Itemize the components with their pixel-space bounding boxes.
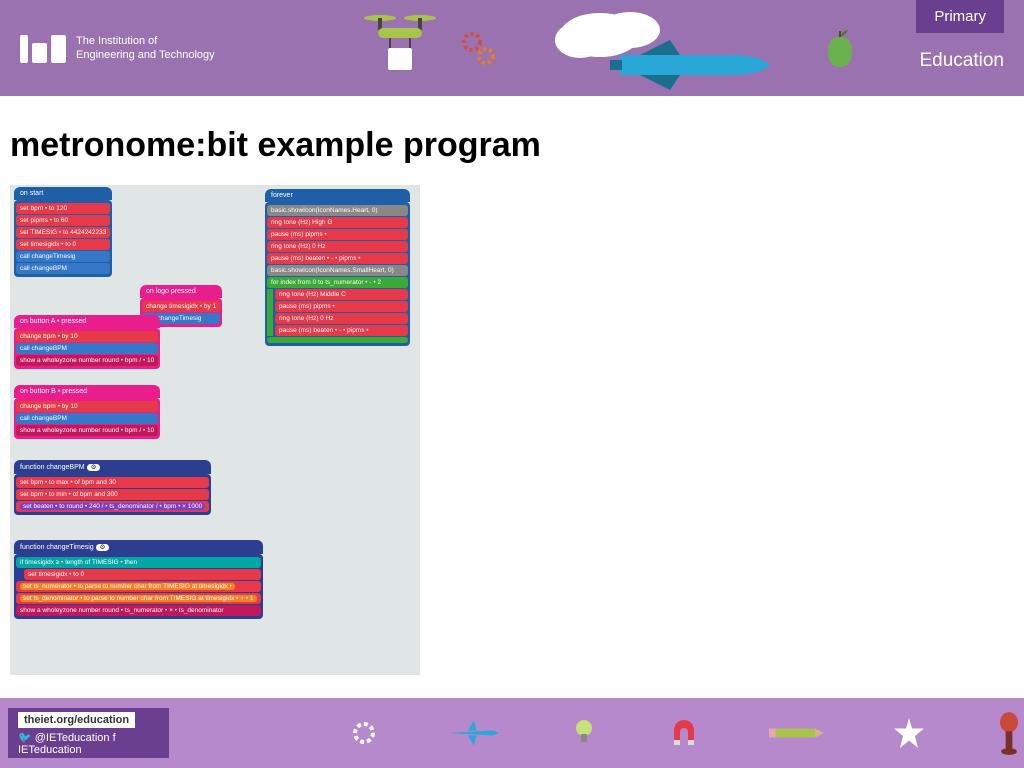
iet-logo: The Institution of Engineering and Techn… bbox=[20, 33, 215, 63]
block-hat: on button A • pressed bbox=[14, 315, 160, 328]
block-row: call changeBPM bbox=[16, 413, 158, 424]
block-row: ring tone (Hz) 0 Hz bbox=[275, 313, 408, 324]
block-row: set timesigidx • to 0 bbox=[24, 569, 261, 580]
block-editor-screenshot: on start set bpm • to 120 set pipms • to… bbox=[10, 185, 420, 675]
block-row: set timesigidx • to 0 bbox=[16, 239, 110, 250]
block-row: show a wholeyzone number round • bpm / •… bbox=[16, 425, 158, 436]
bottom-banner: theiet.org/education 🐦 @IETeducation f I… bbox=[0, 698, 1024, 768]
apple-icon bbox=[820, 25, 860, 70]
block-row: call changeBPM bbox=[16, 263, 110, 274]
block-hat: on start bbox=[14, 187, 112, 200]
block-row: set bpm • to max • of bpm and 30 bbox=[16, 477, 209, 488]
pencil-icon bbox=[769, 718, 824, 748]
main-content: metronome:bit example program on start s… bbox=[0, 96, 1024, 675]
block-row: change bpm • by 10 bbox=[16, 331, 158, 342]
education-label: Education bbox=[919, 50, 1004, 72]
block-row: for index from 0 to ts_numerator • - • 2 bbox=[267, 277, 408, 288]
block-row: set pipms • to 60 bbox=[16, 215, 110, 226]
twitter-icon: 🐦 bbox=[18, 732, 35, 744]
block-row: call changeTimesig bbox=[16, 251, 110, 262]
block-row: set bpm • to min • of bpm and 300 bbox=[16, 489, 209, 500]
lamp-icon bbox=[994, 711, 1024, 756]
block-row: basic.showIcon(IconNames.Heart, 0) bbox=[267, 205, 408, 216]
block-row: call changeBPM bbox=[16, 343, 158, 354]
block-row: if timesigidx ≥ • length of TIMESIG • th… bbox=[16, 557, 261, 568]
block-row: set TIMESIG • to 4424242233 bbox=[16, 227, 110, 238]
block-row: set ts_numerator • to parse to number ch… bbox=[16, 581, 261, 592]
footer-url: theiet.org/education bbox=[18, 712, 135, 728]
block-row: pause (ms) pipms • bbox=[275, 301, 408, 312]
iet-logo-text: The Institution of Engineering and Techn… bbox=[76, 34, 215, 63]
shuttle-icon bbox=[550, 5, 780, 90]
block-row: show a wholeyzone number round • ts_nume… bbox=[16, 605, 261, 616]
footer-icons bbox=[349, 711, 1024, 756]
gears-icon bbox=[460, 30, 500, 70]
gear-icon bbox=[349, 718, 379, 748]
magnet-icon bbox=[669, 718, 699, 748]
block-hat: forever bbox=[265, 189, 410, 202]
facebook-icon: f bbox=[113, 732, 116, 744]
block-row: ring tone (Hz) Middle C bbox=[275, 289, 408, 300]
top-banner: The Institution of Engineering and Techn… bbox=[0, 0, 1024, 96]
block-row: pause (ms) beaten • - • pipms • bbox=[275, 325, 408, 336]
block-row: basic.showIcon(IconNames.SmallHeart, 0) bbox=[267, 265, 408, 276]
block-row: show a wholeyzone number round • bpm / •… bbox=[16, 355, 158, 366]
primary-badge: Primary bbox=[916, 0, 1004, 33]
block-row: set beaten • to round • 240 / • ts_denom… bbox=[16, 501, 209, 512]
plane-icon bbox=[449, 718, 499, 748]
block-hat: function changeBPM ⚙ bbox=[14, 460, 211, 474]
page-title: metronome:bit example program bbox=[10, 126, 1014, 165]
star-icon bbox=[894, 718, 924, 748]
iet-logo-mark bbox=[20, 33, 66, 63]
block-row: set bpm • to 120 bbox=[16, 203, 110, 214]
block-row: change timesigidx • by 1 bbox=[142, 301, 220, 312]
block-hat: on logo pressed bbox=[140, 285, 222, 298]
bulb-icon bbox=[569, 718, 599, 748]
block-row: set ts_denominator • to parse to number … bbox=[16, 593, 261, 604]
social-box: theiet.org/education 🐦 @IETeducation f I… bbox=[8, 708, 169, 758]
block-hat: function changeTimesig ⚙ bbox=[14, 540, 263, 554]
block-row: pause (ms) pipms • bbox=[267, 229, 408, 240]
block-row: change bpm • by 10 bbox=[16, 401, 158, 412]
block-row: ring tone (Hz) High G bbox=[267, 217, 408, 228]
block-row: ring tone (Hz) 0 Hz bbox=[267, 241, 408, 252]
drone-icon bbox=[360, 8, 440, 78]
block-hat: on button B • pressed bbox=[14, 385, 160, 398]
block-row: pause (ms) beaten • - • pipms • bbox=[267, 253, 408, 264]
